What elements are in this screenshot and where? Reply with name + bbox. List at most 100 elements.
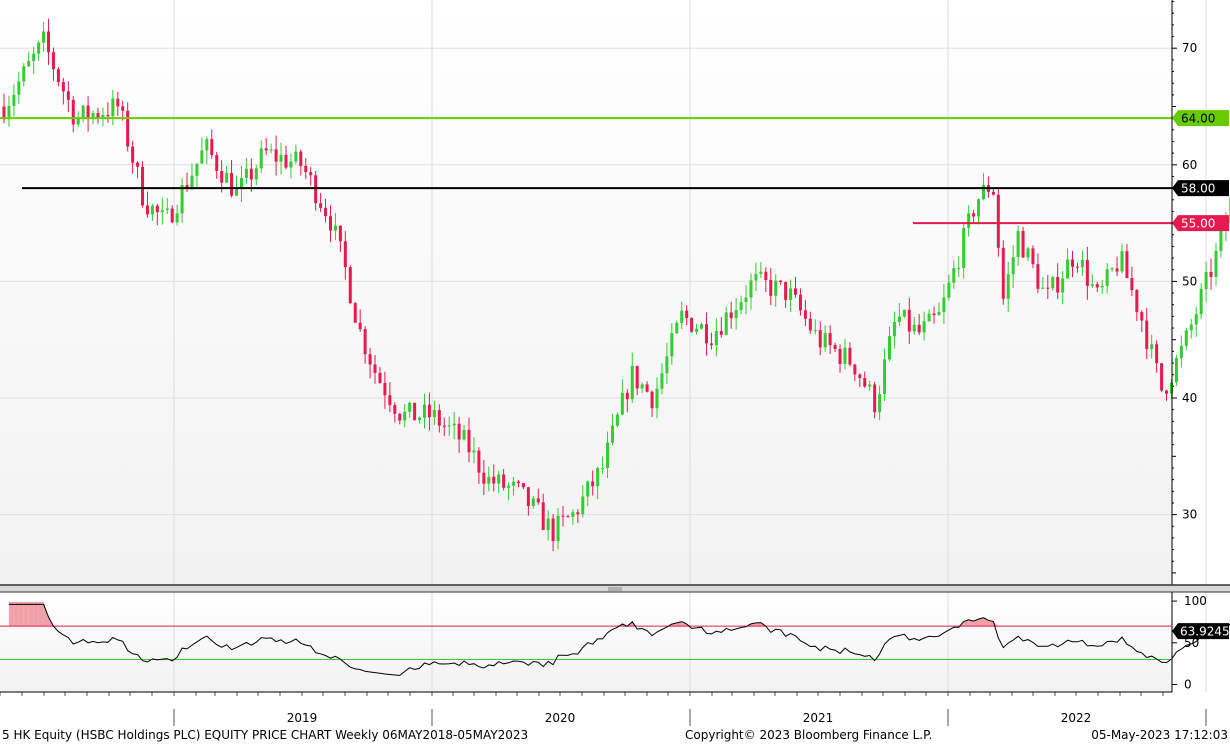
candle-body bbox=[12, 94, 16, 106]
overbought-fill bbox=[13, 601, 19, 627]
candle-body bbox=[704, 324, 708, 344]
candle-body bbox=[472, 450, 476, 453]
candle-body bbox=[655, 388, 659, 409]
candle-body bbox=[714, 331, 718, 346]
candle-body bbox=[96, 113, 100, 118]
candle-body bbox=[769, 280, 773, 296]
candlestick-series bbox=[2, 18, 1230, 552]
candle-body bbox=[195, 163, 199, 176]
candle-body bbox=[744, 297, 748, 303]
candle-body bbox=[858, 374, 862, 379]
candle-body bbox=[1135, 290, 1139, 313]
candle-body bbox=[957, 268, 961, 270]
candle-body bbox=[1026, 248, 1030, 258]
candle-body bbox=[131, 146, 135, 163]
candle-body bbox=[482, 472, 486, 484]
candle-body bbox=[927, 313, 931, 322]
candle-body bbox=[81, 105, 85, 118]
candle-body bbox=[685, 310, 689, 319]
candle-body bbox=[591, 481, 595, 487]
price-tag-label: 58.00 bbox=[1181, 182, 1215, 196]
price-tag bbox=[1172, 215, 1229, 232]
candle-body bbox=[457, 423, 461, 440]
candle-body bbox=[635, 365, 639, 389]
candle-body bbox=[1165, 390, 1169, 394]
candle-body bbox=[294, 151, 298, 162]
timestamp-text: 05-May-2023 17:12:03 bbox=[1091, 728, 1228, 742]
candle-body bbox=[368, 354, 372, 365]
candle-body bbox=[1145, 320, 1149, 349]
candle-body bbox=[1214, 250, 1218, 277]
candle-body bbox=[808, 318, 812, 331]
candle-body bbox=[977, 199, 981, 217]
candle-body bbox=[833, 345, 837, 350]
candle-body bbox=[309, 172, 313, 176]
candle-body bbox=[784, 282, 788, 300]
overbought-fill bbox=[18, 601, 24, 627]
candle-body bbox=[531, 498, 535, 506]
candle-body bbox=[61, 82, 65, 92]
candle-body bbox=[136, 162, 140, 167]
candle-body bbox=[427, 404, 431, 418]
candle-body bbox=[289, 161, 293, 168]
candle-body bbox=[1160, 363, 1164, 391]
candle-body bbox=[818, 330, 822, 348]
candle-body bbox=[700, 324, 704, 329]
candle-body bbox=[432, 410, 436, 418]
candle-body bbox=[794, 288, 798, 295]
overbought-fill bbox=[23, 601, 29, 627]
indicator-value-label: 63.9245 bbox=[1180, 625, 1230, 639]
candle-body bbox=[1199, 288, 1203, 315]
candle-body bbox=[680, 310, 684, 323]
candle-body bbox=[1001, 247, 1005, 299]
candle-body bbox=[843, 347, 847, 364]
candle-body bbox=[650, 391, 654, 409]
candle-body bbox=[299, 151, 303, 166]
price-tag bbox=[1172, 110, 1229, 127]
candle-body bbox=[378, 372, 382, 383]
candle-body bbox=[873, 384, 877, 413]
indicator-y-tick-label: 100 bbox=[1184, 594, 1207, 608]
candle-body bbox=[1075, 266, 1079, 268]
candle-body bbox=[883, 359, 887, 395]
overbought-fill bbox=[755, 622, 761, 627]
candle-body bbox=[452, 423, 456, 426]
candle-body bbox=[536, 498, 540, 503]
candle-body bbox=[630, 365, 634, 400]
candle-body bbox=[284, 154, 288, 168]
candle-body bbox=[319, 203, 323, 208]
candle-body bbox=[314, 175, 318, 204]
candle-body bbox=[1006, 274, 1010, 299]
candle-body bbox=[348, 267, 352, 304]
candle-body bbox=[269, 149, 273, 151]
candle-body bbox=[606, 442, 610, 468]
candle-body bbox=[1016, 230, 1020, 258]
candle-body bbox=[754, 273, 758, 281]
candle-body bbox=[111, 98, 115, 117]
overbought-fill bbox=[978, 617, 984, 627]
candle-body bbox=[1125, 251, 1129, 279]
candle-body bbox=[1174, 358, 1178, 383]
candle-body bbox=[566, 516, 570, 518]
candle-body bbox=[967, 213, 971, 228]
candle-body bbox=[51, 52, 55, 70]
candle-body bbox=[1204, 271, 1208, 289]
y-tick-label: 70 bbox=[1182, 41, 1197, 55]
candle-body bbox=[601, 467, 605, 469]
candle-body bbox=[121, 106, 125, 111]
y-tick-label: 40 bbox=[1182, 391, 1197, 405]
candle-body bbox=[37, 42, 41, 54]
candle-body bbox=[165, 208, 169, 211]
candle-body bbox=[897, 316, 901, 322]
copyright-text: Copyright© 2023 Bloomberg Finance L.P. bbox=[685, 728, 933, 742]
overbought-fill bbox=[38, 601, 44, 627]
candle-body bbox=[774, 280, 778, 296]
candle-body bbox=[1066, 259, 1070, 279]
candle-body bbox=[640, 384, 644, 389]
candle-body bbox=[363, 329, 367, 355]
candle-body bbox=[1194, 314, 1198, 325]
candle-body bbox=[1155, 344, 1159, 364]
candle-body bbox=[170, 208, 174, 223]
overbought-fill bbox=[968, 619, 974, 627]
